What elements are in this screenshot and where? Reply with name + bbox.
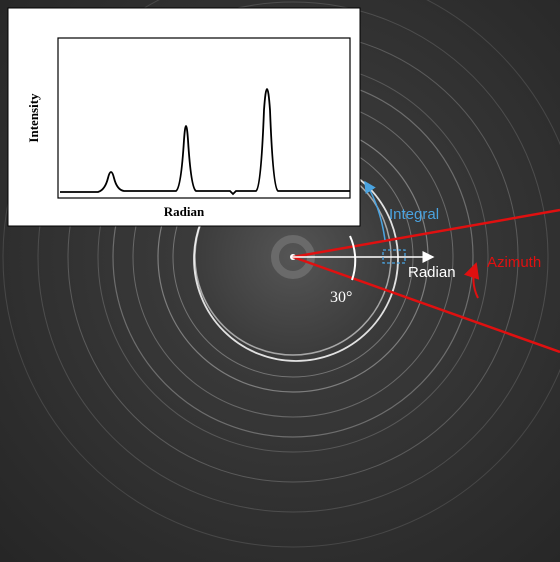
angle-arc	[349, 235, 357, 281]
inset-panel	[7, 7, 361, 227]
integral-arrow	[364, 180, 386, 241]
integration-box	[382, 249, 406, 264]
inset: Radian Intensity	[7, 7, 361, 227]
azimuth-label: Azimuth	[487, 254, 541, 271]
azimuth-arrow	[463, 262, 480, 299]
radian-label: Radian	[408, 264, 456, 281]
integral-label: Integral	[389, 206, 439, 223]
azimuth-line	[292, 255, 560, 354]
y-axis-label: Intensity	[26, 93, 41, 143]
azimuth-line	[292, 208, 560, 259]
plot-frame	[57, 37, 351, 199]
intensity-curve	[60, 88, 350, 196]
x-axis-label: Radian	[164, 204, 205, 219]
angle-label: 30°	[330, 289, 352, 306]
